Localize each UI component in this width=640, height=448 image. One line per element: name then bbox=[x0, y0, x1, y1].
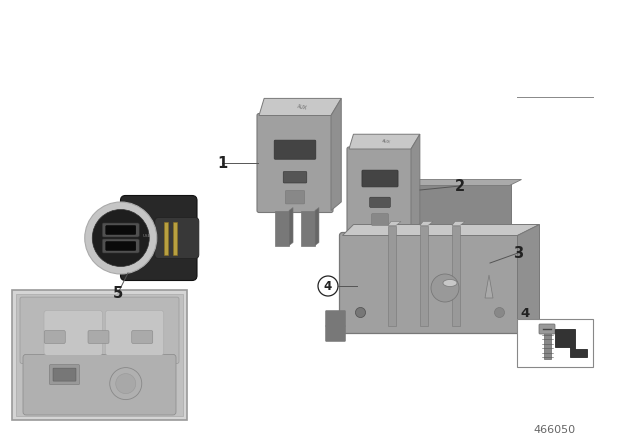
Ellipse shape bbox=[443, 280, 457, 287]
Circle shape bbox=[431, 274, 459, 302]
Polygon shape bbox=[259, 99, 341, 116]
Polygon shape bbox=[331, 99, 341, 211]
FancyBboxPatch shape bbox=[106, 225, 136, 234]
Circle shape bbox=[318, 276, 338, 296]
FancyBboxPatch shape bbox=[274, 140, 316, 159]
FancyBboxPatch shape bbox=[347, 147, 413, 233]
Polygon shape bbox=[518, 224, 540, 331]
FancyBboxPatch shape bbox=[44, 310, 102, 355]
FancyBboxPatch shape bbox=[120, 195, 197, 280]
FancyBboxPatch shape bbox=[339, 233, 520, 333]
Polygon shape bbox=[375, 228, 379, 261]
Text: AUX: AUX bbox=[382, 139, 391, 144]
Polygon shape bbox=[351, 180, 522, 185]
FancyBboxPatch shape bbox=[23, 354, 176, 415]
FancyBboxPatch shape bbox=[106, 241, 136, 250]
Text: 4: 4 bbox=[520, 306, 530, 319]
Text: 2: 2 bbox=[455, 178, 465, 194]
FancyBboxPatch shape bbox=[53, 368, 76, 381]
Polygon shape bbox=[452, 221, 465, 225]
Text: 466050: 466050 bbox=[534, 425, 576, 435]
FancyBboxPatch shape bbox=[102, 223, 140, 237]
Circle shape bbox=[355, 307, 365, 318]
FancyBboxPatch shape bbox=[349, 184, 511, 242]
Polygon shape bbox=[342, 224, 540, 236]
Bar bbox=[385, 231, 397, 261]
Bar bbox=[301, 211, 315, 246]
Bar bbox=[363, 231, 375, 261]
Circle shape bbox=[109, 368, 141, 400]
FancyBboxPatch shape bbox=[326, 326, 346, 341]
Text: 1: 1 bbox=[217, 155, 227, 171]
Polygon shape bbox=[411, 134, 420, 231]
Polygon shape bbox=[315, 207, 319, 246]
Bar bbox=[12, 290, 187, 420]
Circle shape bbox=[495, 307, 504, 318]
Text: USB: USB bbox=[142, 234, 150, 238]
Bar bbox=[275, 211, 289, 246]
Polygon shape bbox=[349, 134, 420, 149]
FancyBboxPatch shape bbox=[155, 217, 199, 258]
FancyBboxPatch shape bbox=[285, 190, 305, 204]
FancyBboxPatch shape bbox=[539, 324, 555, 334]
FancyBboxPatch shape bbox=[326, 310, 346, 327]
Polygon shape bbox=[485, 275, 493, 298]
Polygon shape bbox=[397, 228, 401, 261]
FancyBboxPatch shape bbox=[105, 310, 164, 355]
Circle shape bbox=[92, 210, 149, 267]
Polygon shape bbox=[555, 329, 587, 357]
Bar bbox=[543, 333, 550, 359]
Bar bbox=[452, 225, 460, 326]
Polygon shape bbox=[289, 207, 293, 246]
FancyBboxPatch shape bbox=[49, 365, 79, 384]
Circle shape bbox=[116, 374, 136, 394]
FancyBboxPatch shape bbox=[88, 331, 109, 344]
FancyBboxPatch shape bbox=[44, 331, 65, 344]
Bar bbox=[173, 221, 177, 254]
FancyBboxPatch shape bbox=[372, 214, 388, 225]
Polygon shape bbox=[420, 221, 433, 225]
Polygon shape bbox=[388, 221, 401, 225]
Bar bbox=[163, 221, 168, 254]
Text: 5: 5 bbox=[113, 285, 123, 301]
Text: 3: 3 bbox=[513, 246, 523, 260]
Text: AUX: AUX bbox=[297, 103, 308, 110]
FancyBboxPatch shape bbox=[102, 239, 140, 253]
FancyBboxPatch shape bbox=[370, 197, 390, 207]
Circle shape bbox=[355, 307, 365, 318]
Bar bbox=[517, 319, 593, 367]
FancyBboxPatch shape bbox=[362, 170, 398, 187]
Circle shape bbox=[84, 202, 157, 274]
Bar bbox=[420, 225, 428, 326]
Text: 4: 4 bbox=[324, 280, 332, 293]
Bar bbox=[16, 294, 183, 416]
FancyBboxPatch shape bbox=[283, 172, 307, 183]
Bar bbox=[388, 225, 396, 326]
FancyBboxPatch shape bbox=[132, 331, 153, 344]
FancyBboxPatch shape bbox=[257, 113, 333, 212]
FancyBboxPatch shape bbox=[20, 297, 179, 363]
